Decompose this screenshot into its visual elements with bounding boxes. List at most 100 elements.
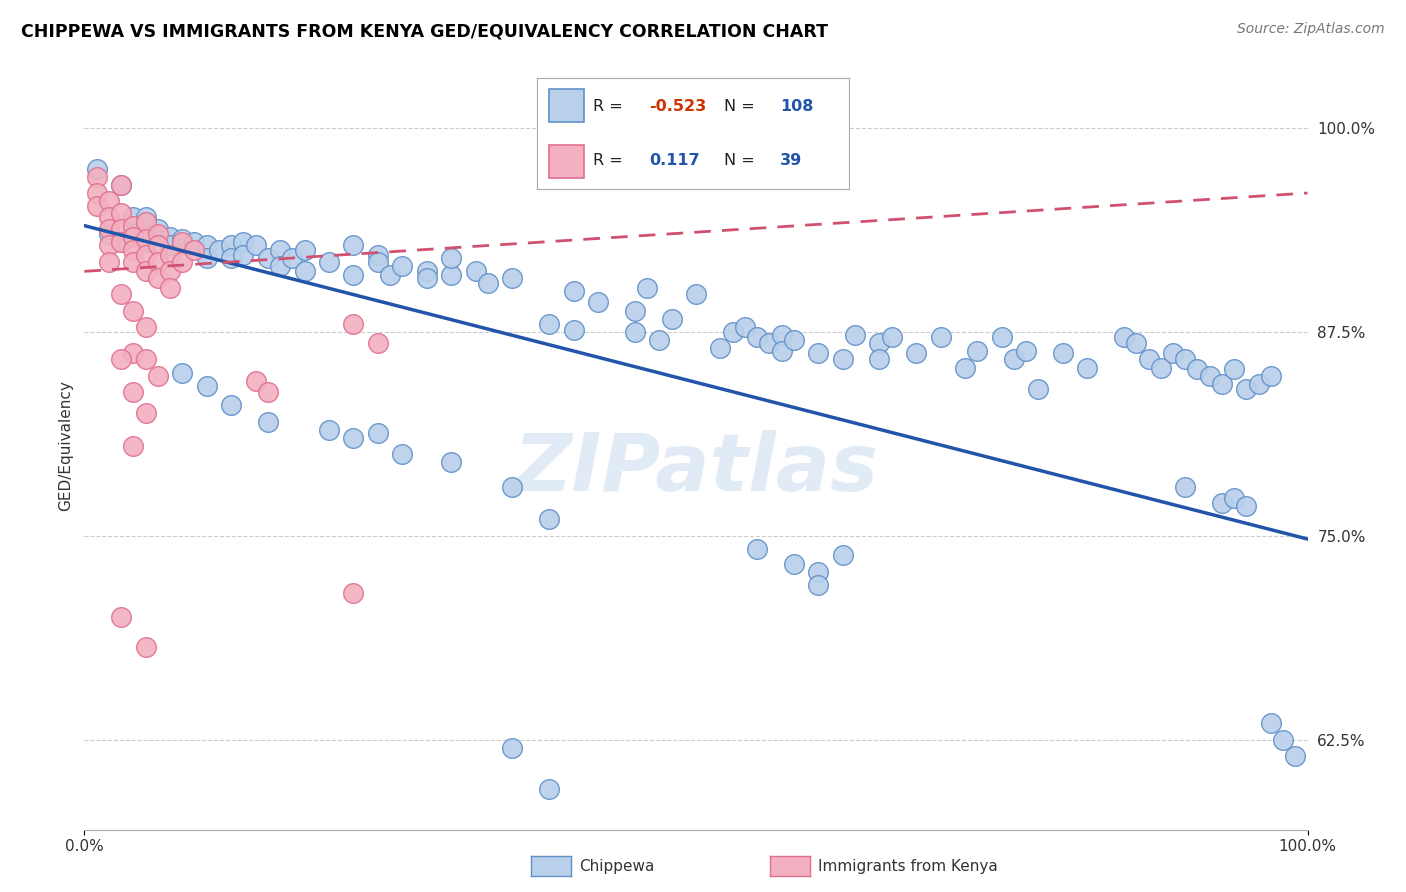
Point <box>342 586 364 600</box>
Point <box>135 211 157 225</box>
Point <box>502 741 524 756</box>
Point <box>159 248 181 262</box>
Point <box>416 271 439 285</box>
Point <box>391 447 413 461</box>
Point <box>1174 480 1197 494</box>
Point <box>219 252 242 266</box>
Point <box>294 264 316 278</box>
Point <box>183 235 205 249</box>
Point <box>135 406 157 420</box>
Point <box>146 271 169 285</box>
Point <box>159 238 181 252</box>
Point <box>1174 352 1197 367</box>
Point <box>783 333 806 347</box>
Point <box>269 243 291 257</box>
Point <box>122 303 145 318</box>
Point <box>97 238 120 252</box>
Point <box>219 398 242 412</box>
Point <box>122 227 145 241</box>
Point <box>97 254 120 268</box>
Point <box>257 385 280 400</box>
Point <box>1114 329 1136 343</box>
Point <box>110 178 132 192</box>
Point <box>1028 382 1050 396</box>
Point <box>195 252 218 266</box>
Point <box>110 205 132 219</box>
Point <box>1187 362 1209 376</box>
Point <box>367 248 389 262</box>
Point <box>661 311 683 326</box>
Point <box>562 323 585 337</box>
Point <box>538 317 561 331</box>
Point <box>232 248 254 262</box>
Point <box>783 557 806 571</box>
Y-axis label: GED/Equivalency: GED/Equivalency <box>58 381 73 511</box>
Point <box>440 252 463 266</box>
Point <box>122 230 145 244</box>
Text: CHIPPEWA VS IMMIGRANTS FROM KENYA GED/EQUIVALENCY CORRELATION CHART: CHIPPEWA VS IMMIGRANTS FROM KENYA GED/EQ… <box>21 22 828 40</box>
Point <box>318 871 340 886</box>
Point <box>1015 344 1038 359</box>
Point <box>367 425 389 440</box>
Point <box>1150 360 1173 375</box>
Point <box>146 222 169 236</box>
Point <box>172 366 194 380</box>
Point <box>86 161 108 176</box>
Text: ZIPatlas: ZIPatlas <box>513 430 879 508</box>
Point <box>86 199 108 213</box>
Point <box>257 415 280 429</box>
Point <box>245 238 267 252</box>
Point <box>562 284 585 298</box>
Point <box>1125 336 1147 351</box>
Point <box>367 336 389 351</box>
Point <box>380 268 402 282</box>
Point <box>135 264 157 278</box>
Point <box>807 346 830 360</box>
Point <box>1284 749 1306 764</box>
Point <box>1198 368 1220 383</box>
Point <box>586 295 609 310</box>
Point <box>1223 362 1246 376</box>
Point <box>624 325 647 339</box>
Point <box>367 254 389 268</box>
Point <box>953 360 976 375</box>
Point <box>122 385 145 400</box>
Point <box>97 227 120 241</box>
Point <box>110 352 132 367</box>
Point <box>159 264 181 278</box>
Point <box>122 243 145 257</box>
Point <box>183 243 205 257</box>
Point <box>807 578 830 592</box>
Point <box>1236 500 1258 514</box>
Point <box>440 268 463 282</box>
Point <box>929 329 952 343</box>
Point <box>219 238 242 252</box>
Point <box>97 194 120 209</box>
Point <box>110 610 132 624</box>
Point <box>869 352 891 367</box>
Point <box>257 252 280 266</box>
Point <box>624 303 647 318</box>
Point <box>135 352 157 367</box>
Point <box>1161 346 1184 360</box>
Point <box>770 328 793 343</box>
Point <box>110 235 132 249</box>
Point <box>869 336 891 351</box>
Point <box>122 219 145 233</box>
Point <box>146 368 169 383</box>
Point <box>122 254 145 268</box>
Point <box>464 264 486 278</box>
Point <box>477 276 499 290</box>
Point <box>342 238 364 252</box>
Point <box>1137 352 1160 367</box>
Point <box>135 232 157 246</box>
Point <box>538 512 561 526</box>
Point <box>709 341 731 355</box>
Point <box>232 235 254 249</box>
Point <box>86 186 108 200</box>
Point <box>807 565 830 579</box>
Point <box>502 271 524 285</box>
Point <box>195 378 218 392</box>
Point <box>146 238 169 252</box>
Point <box>1272 732 1295 747</box>
